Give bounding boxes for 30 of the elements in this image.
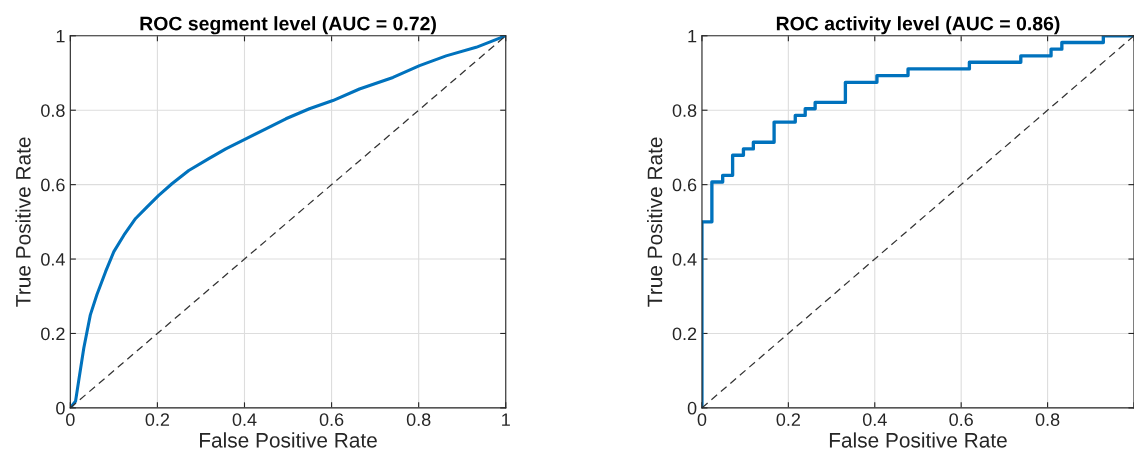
- y-tick-label: 1: [56, 29, 65, 43]
- y-tick-label: 0.8: [672, 104, 697, 117]
- x-tick-label: 0.8: [1035, 413, 1060, 427]
- x-axis-title: False Positive Rate: [829, 432, 1007, 448]
- y-tick-label: 0.2: [41, 327, 65, 341]
- x-tick-label: 0.2: [145, 413, 170, 427]
- y-tick-label: 0: [56, 401, 65, 415]
- x-tick-label: 0.6: [949, 413, 973, 427]
- x-tick-label: 0: [697, 413, 707, 427]
- y-tick-label: 0.4: [672, 252, 697, 266]
- x-tick-label: 1: [502, 413, 510, 426]
- y-tick-label: 0.2: [672, 327, 697, 341]
- x-axis-title: False Positive Rate: [200, 432, 377, 448]
- line-series: [70, 35, 506, 408]
- y-tick-label: 1: [688, 29, 697, 43]
- y-tick-label: 0.6: [672, 178, 697, 192]
- y-tick-label: 0.6: [41, 178, 65, 192]
- x-tick-label: 0.8: [406, 413, 431, 427]
- y-axis-title: True Positive Rate: [647, 137, 663, 307]
- x-tick-label: 0: [65, 413, 75, 427]
- y-tick-label: 0.4: [41, 252, 65, 266]
- y-axis-title: True Positive Rate: [15, 137, 31, 307]
- x-tick-label: 0.2: [776, 413, 800, 427]
- x-tick-label: 0.6: [319, 413, 344, 427]
- x-tick-label: 0.4: [232, 413, 257, 427]
- y-tick-label: 0.8: [41, 104, 65, 117]
- x-tick-label: 0.4: [862, 413, 887, 427]
- chart-title: ROC activity level (AUC = 0.86): [776, 16, 1060, 35]
- chart-title: ROC segment level (AUC = 0.72): [140, 16, 436, 35]
- y-tick-label: 0: [687, 401, 697, 415]
